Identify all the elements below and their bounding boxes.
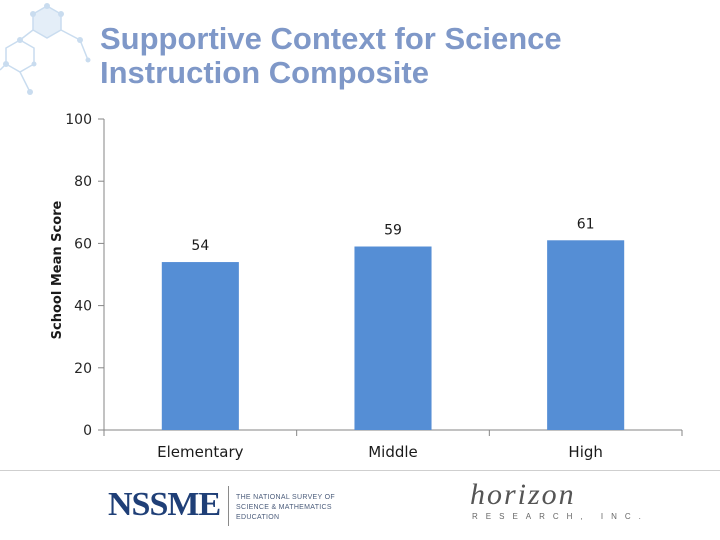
y-tick-label: 100 bbox=[65, 112, 92, 128]
bar-high bbox=[547, 240, 625, 430]
data-label-middle: 59 bbox=[384, 223, 402, 239]
survey-name-line-2: SCIENCE & MATHEMATICS EDUCATION bbox=[236, 504, 332, 521]
horizon-logo-subtitle: RESEARCH, INC. bbox=[472, 512, 649, 521]
chart-title: Supportive Context for Science Instructi… bbox=[100, 22, 700, 90]
data-labels: 54 59 61 bbox=[191, 216, 594, 254]
y-tick-label: 80 bbox=[74, 174, 92, 190]
category-label-middle: Middle bbox=[368, 443, 418, 461]
footer-divider bbox=[0, 470, 720, 471]
y-tick-label: 40 bbox=[74, 299, 92, 315]
category-label-elementary: Elementary bbox=[157, 443, 243, 461]
y-tick-label: 0 bbox=[83, 423, 92, 439]
chart-title-line-2: Instruction Composite bbox=[100, 55, 429, 90]
y-tick-label: 60 bbox=[74, 236, 92, 252]
data-label-elementary: 54 bbox=[191, 238, 209, 254]
bar-chart: 0 20 40 60 80 100 Elementary Middle High 54 59 61… bbox=[50, 112, 683, 461]
logo-separator bbox=[228, 486, 229, 526]
horizon-logo: horizon bbox=[470, 478, 576, 511]
bar-middle bbox=[354, 246, 432, 430]
bar-elementary bbox=[161, 262, 239, 430]
y-axis: 0 20 40 60 80 100 bbox=[65, 112, 105, 439]
chart-title-line-1: Supportive Context for Science bbox=[100, 21, 562, 56]
y-tick-label: 20 bbox=[74, 361, 92, 377]
survey-name-line-1: THE NATIONAL SURVEY OF bbox=[236, 494, 335, 501]
category-label-high: High bbox=[568, 443, 602, 461]
x-axis: Elementary Middle High bbox=[103, 429, 683, 461]
nssme-logo: NSSME bbox=[108, 486, 221, 523]
y-axis-title: School Mean Score bbox=[50, 200, 65, 339]
bars bbox=[161, 240, 625, 430]
hexagon-decoration bbox=[0, 3, 91, 95]
data-label-high: 61 bbox=[577, 216, 595, 232]
survey-name: THE NATIONAL SURVEY OF SCIENCE & MATHEMA… bbox=[236, 493, 376, 523]
